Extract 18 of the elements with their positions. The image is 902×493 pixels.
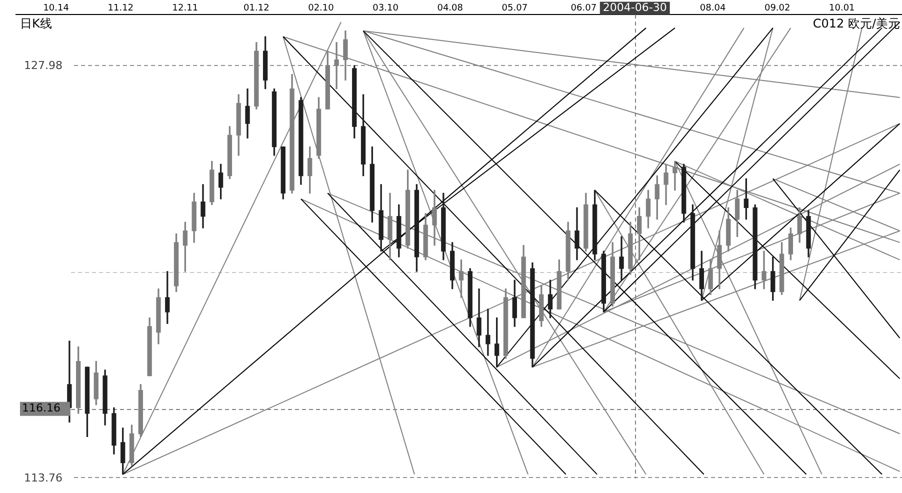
x-tick-label: 04.08 [437,4,464,14]
y-tick-label: 113.76 [24,471,62,484]
chart-title: 日K线 [20,16,52,31]
x-tick-label: 12.11 [172,4,198,14]
x-tick-label: 01.12 [244,4,270,14]
x-tick-label: 06.07 [570,4,597,14]
x-tick-label: 02.10 [308,4,334,14]
y-tick-label: 127.98 [24,59,62,72]
x-tick-label: 09.02 [764,4,790,14]
x-tick-label: 05.07 [502,4,528,14]
x-tick-label: 03.10 [372,4,399,14]
ref-line-label: 116.16 [22,402,60,415]
x-tick-label: 10.01 [829,4,855,14]
x-tick-label: 10.14 [43,4,70,14]
x-tick-label: 11.12 [108,4,134,14]
ref-line-label: 2004-06-30 [602,1,667,14]
x-tick-label: 08.04 [700,4,726,14]
chart-subtitle: C012 欧元/美元 [812,16,900,31]
